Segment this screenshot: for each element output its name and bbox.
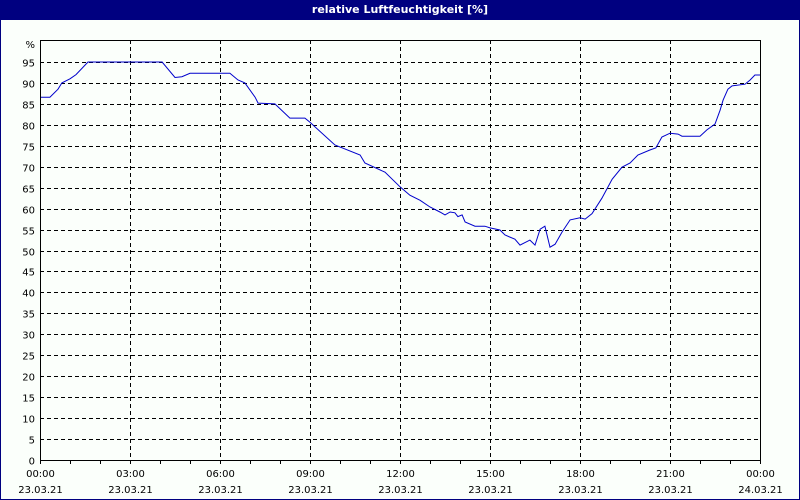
x-tick-date: 23.03.21 <box>288 485 333 496</box>
x-tick-date: 23.03.21 <box>468 485 513 496</box>
y-tick-label: 60 <box>22 206 35 217</box>
x-tick-date: 23.03.21 <box>558 485 603 496</box>
x-tick-date: 23.03.21 <box>648 485 693 496</box>
x-tick-time: 06:00 <box>206 469 235 480</box>
x-tick-date: 23.03.21 <box>108 485 153 496</box>
x-tick-date: 23.03.21 <box>18 485 63 496</box>
x-tick-time: 21:00 <box>656 469 685 480</box>
y-tick-label: 90 <box>22 80 35 91</box>
y-tick-label: 95 <box>22 59 35 70</box>
y-tick-label: 45 <box>22 268 35 279</box>
y-axis: 0 5 10 15 20 25 30 35 40 45 50 55 60 65 70 75 80 85 90 95% <box>22 40 35 468</box>
y-tick-label: 35 <box>22 310 35 321</box>
x-tick-time: 00:00 <box>26 469 55 480</box>
y-tick-label: 10 <box>22 415 35 426</box>
y-tick-label: 30 <box>22 331 35 342</box>
y-tick-label: 85 <box>22 101 35 112</box>
y-tick-label: 70 <box>22 164 35 175</box>
grid-lines <box>40 40 760 460</box>
x-tick-date: 23.03.21 <box>198 485 243 496</box>
x-tick-time: 00:00 <box>746 469 775 480</box>
x-tick-time: 09:00 <box>296 469 325 480</box>
y-tick-label: 0 <box>29 457 35 468</box>
x-tick-time: 03:00 <box>116 469 145 480</box>
humidity-series-line <box>40 61 760 248</box>
y-tick-label: 5 <box>29 436 35 447</box>
y-tick-label: 20 <box>22 373 35 384</box>
y-tick-label: 50 <box>22 248 35 259</box>
y-tick-label: 65 <box>22 185 35 196</box>
x-tick-time: 15:00 <box>476 469 505 480</box>
x-tick-date: 24.03.21 <box>738 485 783 496</box>
x-axis: 00:00 23.03.21 03:00 23.03.21 06:00 23.03.21 0… <box>18 460 783 496</box>
y-tick-label: 25 <box>22 352 35 363</box>
y-tick-label: 15 <box>22 394 35 405</box>
y-tick-label: 80 <box>22 122 35 133</box>
chart-title: relative Luftfeuchtigkeit [%] <box>0 0 800 20</box>
plot-area-border <box>40 40 761 461</box>
y-tick-label: 55 <box>22 227 35 238</box>
y-tick-label: 40 <box>22 289 35 300</box>
x-tick-time: 12:00 <box>386 469 415 480</box>
x-tick-date: 23.03.21 <box>378 485 423 496</box>
x-tick-time: 18:00 <box>566 469 595 480</box>
y-unit-label: % <box>25 40 35 51</box>
y-tick-label: 75 <box>22 143 35 154</box>
